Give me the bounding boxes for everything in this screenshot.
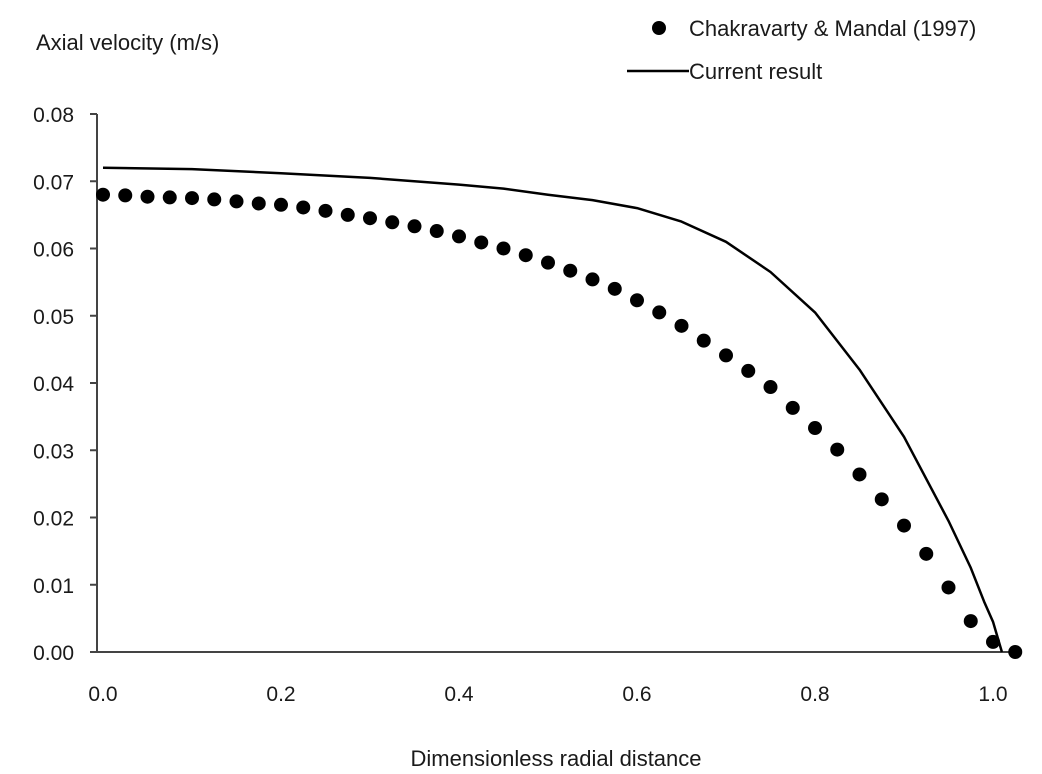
- y-tick-label: 0.05: [33, 306, 74, 329]
- data-point: [652, 305, 667, 320]
- data-point: [496, 241, 511, 256]
- data-point: [340, 207, 355, 222]
- data-point: [185, 191, 199, 206]
- y-tick-label: 0.02: [33, 508, 74, 531]
- data-point: [585, 272, 600, 287]
- data-point: [874, 492, 889, 507]
- data-point: [118, 188, 133, 203]
- data-point: [941, 580, 956, 595]
- x-tick-labels: 0.0 0.2 0.4 0.6 0.8 1.0: [88, 683, 1007, 706]
- data-point: [986, 634, 1000, 649]
- data-point: [96, 187, 110, 202]
- legend-label-chakravarty-mandal: Chakravarty & Mandal (1997): [689, 16, 976, 41]
- data-point: [474, 235, 489, 250]
- plot-area: [96, 166, 1023, 659]
- y-tick-label: 0.08: [33, 104, 74, 127]
- data-point: [251, 196, 266, 211]
- data-point: [452, 229, 466, 244]
- data-point: [808, 421, 822, 436]
- y-tick-label: 0.03: [33, 440, 74, 463]
- x-tick-label: 0.2: [266, 683, 295, 706]
- y-tick-label: 0.04: [33, 373, 74, 396]
- data-point: [207, 192, 222, 207]
- y-tick-label: 0.07: [33, 171, 74, 194]
- series-line-current-result: [102, 166, 1004, 653]
- data-point: [429, 224, 444, 239]
- data-point: [385, 215, 400, 230]
- data-point: [719, 348, 733, 363]
- data-point: [229, 194, 244, 209]
- data-point: [541, 255, 555, 270]
- y-axis-label: Axial velocity (m/s): [36, 30, 219, 55]
- data-point: [741, 363, 756, 378]
- x-tick-label: 0.4: [444, 683, 474, 706]
- y-tick-label: 0.06: [33, 239, 74, 262]
- data-point: [318, 203, 333, 218]
- data-point: [674, 318, 689, 333]
- legend-label-current-result: Current result: [689, 59, 822, 84]
- data-point: [919, 546, 934, 561]
- x-axis-label: Dimensionless radial distance: [410, 746, 701, 771]
- legend-marker-chakravarty-mandal: [652, 21, 666, 35]
- data-point: [696, 333, 711, 348]
- data-point: [162, 190, 177, 205]
- y-tick-label: 0.01: [33, 575, 74, 598]
- data-point: [363, 211, 377, 226]
- data-point: [140, 189, 155, 204]
- data-point: [274, 197, 288, 212]
- x-tick-label: 1.0: [978, 683, 1007, 706]
- x-tick-label: 0.0: [88, 683, 117, 706]
- data-point: [607, 281, 622, 296]
- y-tick-labels: 0.00 0.01 0.02 0.03 0.04 0.05 0.06 0.07 0.08: [33, 104, 74, 665]
- data-point: [630, 293, 644, 308]
- x-tick-label: 0.8: [800, 683, 829, 706]
- legend: Chakravarty & Mandal (1997) Current resul…: [627, 16, 976, 84]
- y-tick-label: 0.00: [33, 642, 74, 665]
- data-point: [785, 400, 800, 415]
- axes: [90, 113, 1018, 653]
- data-point: [296, 200, 311, 215]
- data-point: [963, 614, 978, 629]
- data-point: [763, 380, 778, 395]
- data-point: [518, 248, 533, 263]
- data-point: [852, 467, 867, 482]
- data-point: [563, 263, 578, 278]
- x-tick-label: 0.6: [622, 683, 651, 706]
- data-point: [1008, 645, 1023, 659]
- data-point: [407, 219, 422, 234]
- data-point: [897, 518, 911, 533]
- data-point: [830, 442, 845, 457]
